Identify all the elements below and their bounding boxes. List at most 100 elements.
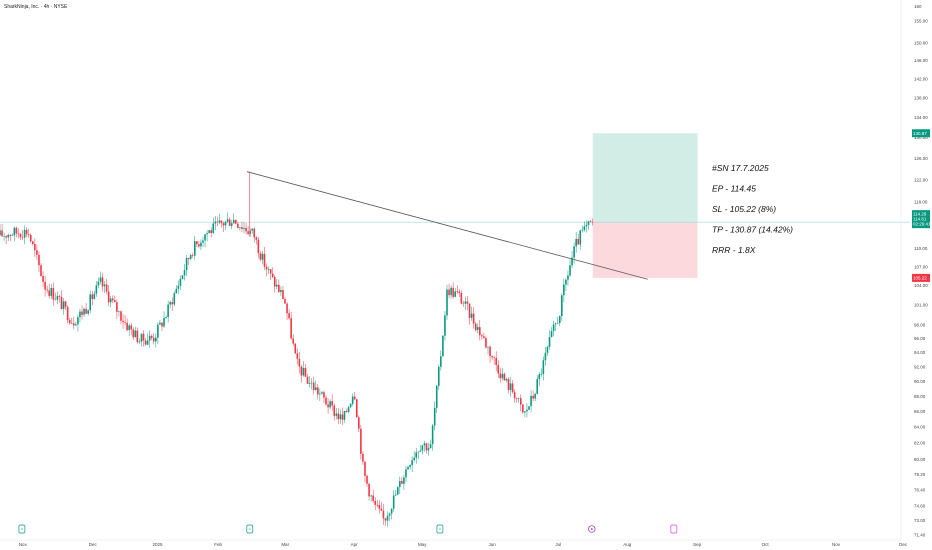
candle-body — [11, 235, 14, 236]
svg-text:02:26:41: 02:26:41 — [913, 222, 931, 227]
candle-body — [556, 322, 559, 324]
candle-body — [40, 265, 42, 277]
candle-body — [136, 330, 139, 343]
candle-body — [509, 383, 512, 391]
candle-body — [511, 383, 514, 393]
candle-body — [257, 239, 260, 254]
candle-body — [27, 234, 30, 235]
candle-body — [103, 284, 106, 287]
candle-body — [489, 346, 491, 357]
candle-body — [167, 304, 169, 318]
candle-body — [68, 320, 71, 324]
stop-loss-zone[interactable] — [592, 222, 698, 278]
y-tick-label: 74.60 — [914, 503, 926, 508]
candle-body — [546, 346, 549, 353]
descending-trendline[interactable] — [246, 171, 648, 280]
candle-body — [173, 293, 176, 305]
candle-body — [21, 237, 24, 238]
candle-body — [7, 234, 10, 238]
candle-body — [548, 337, 551, 347]
candle-body — [331, 401, 333, 406]
candle-body — [579, 230, 582, 245]
candle-body — [462, 303, 465, 305]
candle-body — [413, 457, 415, 461]
candle-body — [524, 411, 526, 413]
y-tick-label: 94.00 — [914, 350, 926, 355]
candle-body — [388, 513, 391, 516]
candle-body — [62, 301, 65, 310]
candle-body — [464, 301, 467, 304]
candle-body — [349, 403, 352, 408]
candle-body — [146, 340, 149, 345]
candle-body — [581, 230, 584, 231]
x-tick-label: Feb — [214, 542, 222, 547]
candle-body — [169, 302, 171, 305]
candle-body — [202, 240, 204, 243]
candle-body — [317, 387, 319, 395]
candle-body — [401, 480, 403, 484]
take-profit-zone[interactable] — [592, 133, 698, 223]
candle-body — [552, 324, 555, 332]
candle-body — [337, 413, 340, 420]
y-tick-label: 88.00 — [914, 394, 926, 399]
y-tick-label: 90.00 — [914, 379, 926, 384]
candle-body — [540, 374, 543, 375]
candle-body — [255, 237, 258, 240]
candle-body — [134, 330, 137, 338]
candle-body — [70, 323, 73, 324]
candle-body — [526, 409, 528, 412]
candle-body — [573, 246, 575, 258]
candle-body — [128, 325, 130, 331]
candle-body — [444, 315, 446, 336]
candle-body — [339, 414, 342, 420]
candle-body — [319, 393, 321, 395]
candle-body — [228, 219, 231, 226]
candle-body — [187, 257, 190, 259]
candle-body — [276, 284, 278, 287]
candle-body — [491, 356, 493, 358]
time-axis[interactable]: Nov Dec 2025 Feb Mar Apr May Jun Jul Aug Sep Oct Nov… — [0, 539, 908, 547]
candle-body — [454, 291, 456, 297]
y-tick-label: 134.00 — [914, 115, 928, 120]
candle-body — [405, 469, 407, 478]
candle-body — [450, 287, 452, 296]
candle-body — [253, 228, 256, 238]
candle-body — [191, 255, 194, 256]
candle-body — [97, 281, 100, 286]
candle-body — [32, 241, 34, 245]
candle-body — [265, 266, 268, 270]
annotation-line-4: TP - 130.87 (14.42%) — [712, 225, 793, 235]
x-tick-label: Apr — [351, 542, 359, 547]
candle-body — [163, 317, 165, 327]
candle-body — [118, 311, 120, 312]
x-tick-label: Jul — [555, 542, 561, 547]
candle-body — [440, 356, 442, 367]
candle-body — [561, 295, 563, 317]
price-axis[interactable]: 160 155.00 150.00 146.00 142.00 138.00 134.00 1… — [900, 0, 928, 540]
candle-body — [483, 336, 485, 338]
candle-body — [105, 284, 108, 292]
candle-body — [208, 230, 210, 234]
candle-body — [56, 296, 59, 300]
candle-body — [36, 250, 38, 255]
candle-body — [567, 275, 569, 280]
svg-text:130.87: 130.87 — [913, 131, 927, 136]
candle-body — [196, 241, 198, 245]
candle-body — [472, 313, 475, 324]
candle-body — [312, 382, 315, 391]
candle-body — [130, 325, 133, 330]
candle-body — [99, 277, 102, 282]
x-tick-label: Oct — [762, 542, 770, 547]
candle-body — [109, 298, 112, 303]
y-tick-label: 92.00 — [914, 364, 926, 369]
candle-body — [206, 233, 208, 235]
candle-body — [263, 253, 266, 267]
candle-body — [431, 425, 434, 445]
y-tick-label: 96.00 — [914, 336, 926, 341]
y-tick-label: 78.20 — [914, 472, 926, 477]
y-tick-label: 155.00 — [914, 19, 928, 24]
candle-body — [46, 289, 48, 291]
candle-body — [298, 358, 301, 367]
y-tick-label: 104.00 — [914, 283, 928, 288]
